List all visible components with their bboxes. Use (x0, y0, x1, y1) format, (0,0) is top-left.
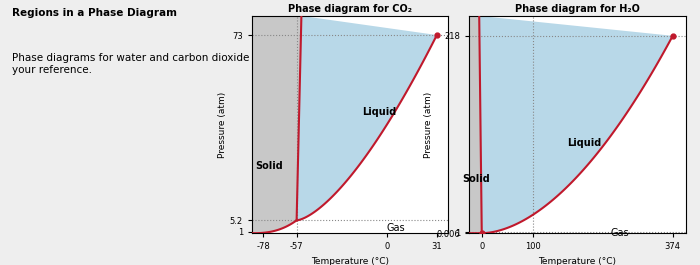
Title: Phase diagram for H₂O: Phase diagram for H₂O (515, 4, 640, 14)
Text: Solid: Solid (256, 161, 284, 171)
Polygon shape (297, 16, 437, 220)
Title: Phase diagram for CO₂: Phase diagram for CO₂ (288, 4, 412, 14)
Y-axis label: Pressure (atm): Pressure (atm) (218, 91, 227, 158)
Text: Regions in a Phase Diagram: Regions in a Phase Diagram (12, 8, 177, 18)
Polygon shape (480, 16, 673, 233)
Text: Liquid: Liquid (567, 138, 601, 148)
Polygon shape (252, 16, 302, 233)
Text: Gas: Gas (610, 228, 629, 238)
X-axis label: Temperature (°C): Temperature (°C) (311, 257, 389, 265)
X-axis label: Temperature (°C): Temperature (°C) (538, 257, 617, 265)
Text: Liquid: Liquid (363, 107, 397, 117)
Text: Phase diagrams for water and carbon dioxide are given here for
your reference.: Phase diagrams for water and carbon diox… (12, 53, 346, 75)
Polygon shape (469, 16, 482, 233)
Y-axis label: Pressure (atm): Pressure (atm) (424, 91, 433, 158)
Text: Solid: Solid (462, 174, 489, 184)
Text: Gas: Gas (386, 223, 405, 233)
